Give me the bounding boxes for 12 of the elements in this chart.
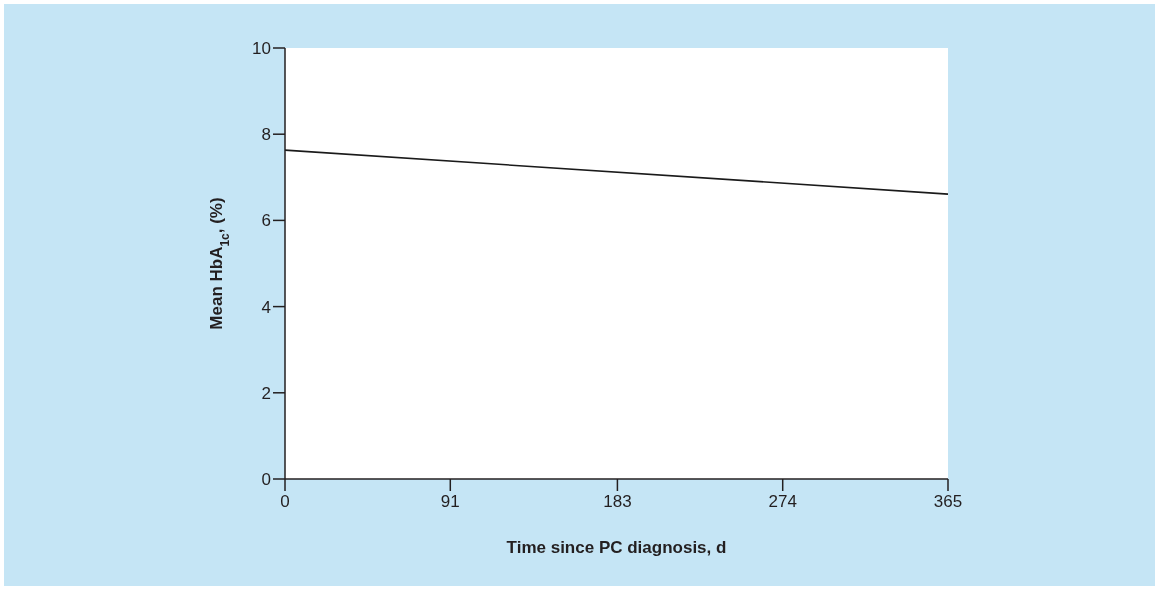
y-tick-label: 0 xyxy=(261,469,271,489)
x-tick-label: 183 xyxy=(603,492,632,511)
y-tick-label: 8 xyxy=(261,125,271,145)
y-tick-label: 10 xyxy=(252,38,271,58)
x-tick-label: 0 xyxy=(280,492,290,511)
y-tick-label: 6 xyxy=(261,211,271,231)
x-tick-label: 274 xyxy=(768,492,797,511)
y-tick-label: 4 xyxy=(261,297,271,317)
x-tick-label: 91 xyxy=(440,492,460,511)
x-axis-title: Time since PC diagnosis, d xyxy=(506,538,727,557)
x-tick-label: 365 xyxy=(933,492,963,511)
y-tick-label: 2 xyxy=(261,383,271,403)
